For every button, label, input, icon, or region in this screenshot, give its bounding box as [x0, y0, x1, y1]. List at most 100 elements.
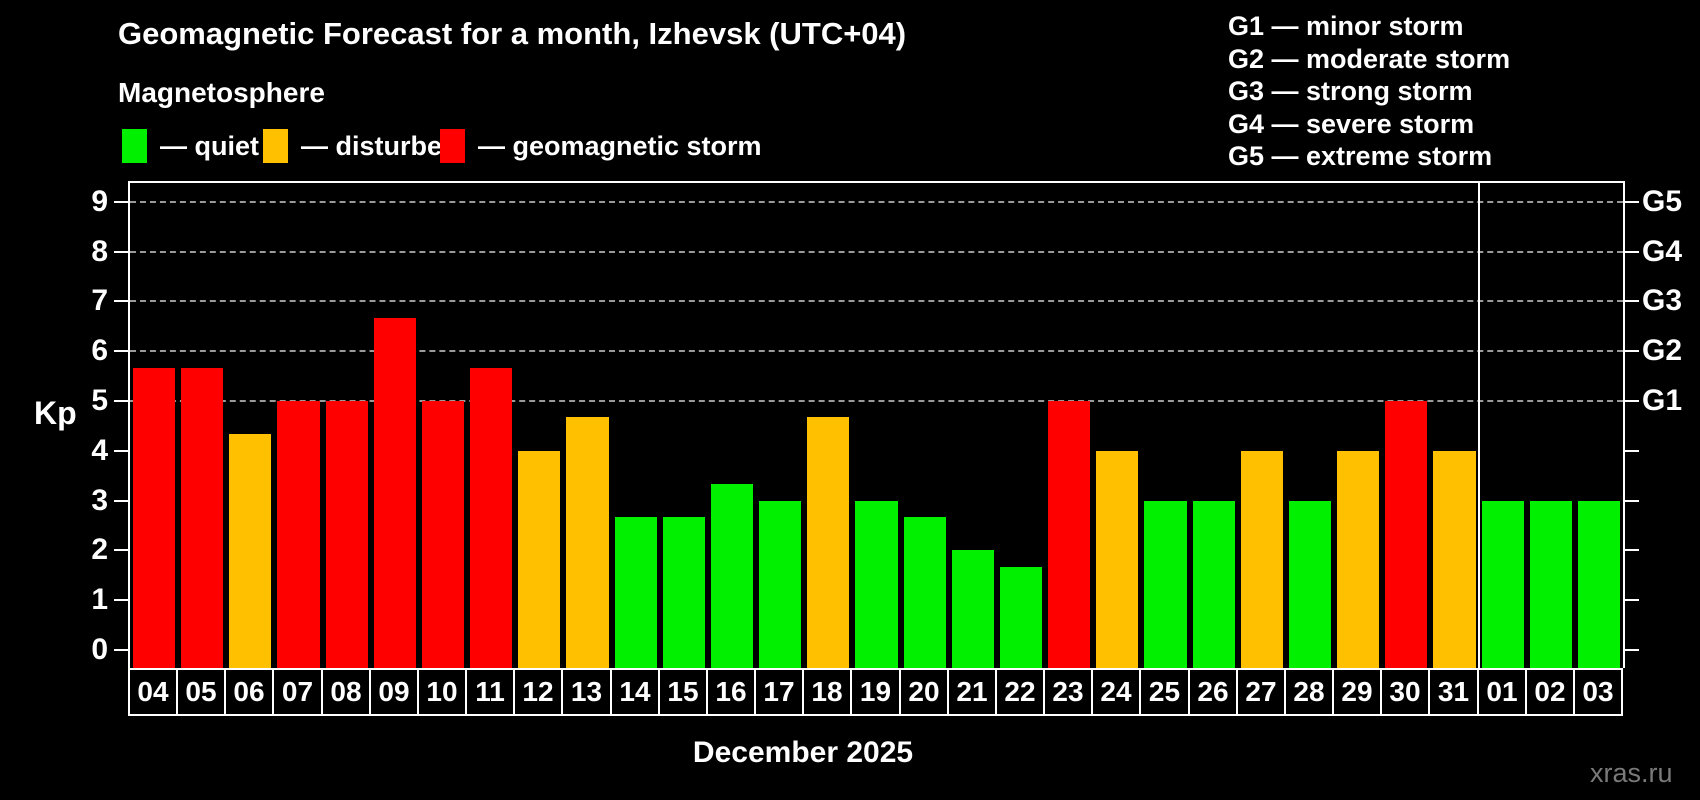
day-label-19: 19	[850, 668, 901, 716]
day-label-18: 18	[802, 668, 852, 716]
y-tick-left-5	[114, 400, 128, 402]
day-label-06: 06	[224, 668, 274, 716]
bar-day-11	[470, 368, 512, 668]
day-label-13: 13	[561, 668, 612, 716]
day-label-21: 21	[947, 668, 997, 716]
bar-day-27	[1241, 451, 1283, 668]
bar-day-31	[1433, 451, 1476, 668]
bar-day-21	[952, 550, 994, 668]
y-tick-right-7	[1625, 300, 1639, 303]
y-tick-left-9	[114, 200, 128, 203]
y-tick-label-4: 4	[91, 433, 108, 467]
bar-day-20	[904, 517, 946, 668]
bar-day-08	[326, 401, 368, 668]
day-label-30: 30	[1380, 668, 1430, 716]
bar-day-17	[759, 501, 801, 668]
bar-day-04	[133, 368, 175, 668]
day-label-17: 17	[754, 668, 804, 716]
g-axis-label-G2: G2	[1642, 334, 1683, 368]
bar-day-23	[1048, 401, 1090, 668]
bar-day-22	[1000, 567, 1042, 668]
day-label-25: 25	[1139, 668, 1190, 716]
g-axis-label-G1: G1	[1642, 384, 1683, 417]
bar-day-10	[422, 401, 464, 668]
legend-label-disturbed: — disturbed	[301, 130, 459, 161]
watermark: xras.ru	[1590, 758, 1673, 788]
day-label-24: 24	[1091, 668, 1141, 716]
bar-day-03	[1578, 501, 1620, 668]
day-label-28: 28	[1284, 668, 1334, 716]
g-legend-line-4: G4 — severe storm	[1228, 108, 1475, 139]
legend-swatch-storm	[440, 129, 465, 163]
bar-day-19	[855, 501, 898, 668]
bar-day-15	[663, 517, 705, 668]
y-tick-right-9	[1625, 200, 1639, 203]
y-tick-right-1	[1625, 599, 1639, 602]
y-tick-right-2	[1625, 549, 1639, 552]
bar-day-18	[807, 417, 849, 668]
y-tick-right-3	[1625, 499, 1639, 502]
day-label-10: 10	[417, 668, 467, 716]
g-legend-line-5: G5 — extreme storm	[1228, 141, 1493, 172]
y-tick-label-9: 9	[91, 184, 108, 218]
legend-label-storm: — geomagnetic storm	[478, 130, 762, 161]
g-axis-label-G3: G3	[1642, 284, 1683, 318]
day-label-29: 29	[1332, 668, 1382, 716]
day-label-05: 05	[176, 668, 226, 716]
month-separator-line	[1478, 183, 1480, 668]
y-tick-left-3	[114, 499, 128, 502]
bar-day-12	[518, 451, 560, 668]
day-label-16: 16	[706, 668, 756, 716]
y-tick-right-8	[1625, 250, 1639, 253]
g-axis-label-G4: G4	[1642, 234, 1683, 268]
bar-day-01	[1482, 501, 1524, 668]
bar-day-06	[229, 434, 271, 668]
y-tick-left-7	[114, 300, 128, 303]
gridline-kp6	[130, 350, 1623, 353]
y-tick-right-6	[1625, 350, 1639, 353]
day-label-23: 23	[1043, 668, 1093, 716]
day-label-07: 07	[272, 668, 323, 716]
g-legend-line-2: G2 — moderate storm	[1228, 43, 1511, 74]
gridline-kp7	[130, 300, 1623, 303]
y-tick-label-7: 7	[91, 284, 108, 318]
day-label-11: 11	[465, 668, 515, 716]
day-label-01: 01	[1477, 668, 1527, 716]
y-tick-left-6	[114, 350, 128, 353]
day-label-27: 27	[1236, 668, 1286, 716]
y-tick-label-2: 2	[91, 533, 108, 567]
bar-day-09	[374, 318, 416, 668]
day-label-31: 31	[1428, 668, 1479, 716]
g-legend-line-3: G3 — strong storm	[1228, 76, 1473, 107]
bar-day-28	[1289, 501, 1331, 668]
day-label-22: 22	[995, 668, 1045, 716]
gridline-kp8	[130, 250, 1623, 253]
y-tick-label-8: 8	[91, 234, 108, 268]
bar-day-14	[615, 517, 657, 668]
day-label-09: 09	[369, 668, 419, 716]
y-tick-label-6: 6	[91, 334, 108, 368]
g-legend-line-1: G1 — minor storm	[1228, 11, 1464, 41]
bar-day-29	[1337, 451, 1379, 668]
legend-item-storm: — geomagnetic storm	[440, 128, 762, 164]
g-axis-label-G5: G5	[1642, 184, 1683, 218]
y-axis-title: Kp	[34, 395, 77, 431]
y-tick-label-5: 5	[91, 384, 108, 417]
y-tick-right-5	[1625, 400, 1639, 402]
y-tick-left-0	[114, 649, 128, 651]
month-label: December 2025	[692, 736, 914, 769]
bar-day-16	[711, 484, 753, 668]
legend-swatch-quiet	[122, 129, 147, 163]
y-tick-label-3: 3	[91, 483, 108, 517]
day-label-15: 15	[658, 668, 708, 716]
y-tick-left-4	[114, 449, 128, 452]
legend-item-quiet: — quiet	[122, 128, 259, 164]
y-tick-left-8	[114, 250, 128, 253]
bar-day-07	[277, 401, 320, 668]
bar-day-26	[1193, 501, 1235, 668]
x-axis-labels: 04 05 06 07 08 09 10 11 12 13 14 15 16 17 18 19 20 21 22 23…	[128, 668, 1628, 716]
y-tick-right-4	[1625, 449, 1639, 452]
y-tick-right-0	[1625, 649, 1639, 651]
bar-day-05	[181, 368, 223, 668]
